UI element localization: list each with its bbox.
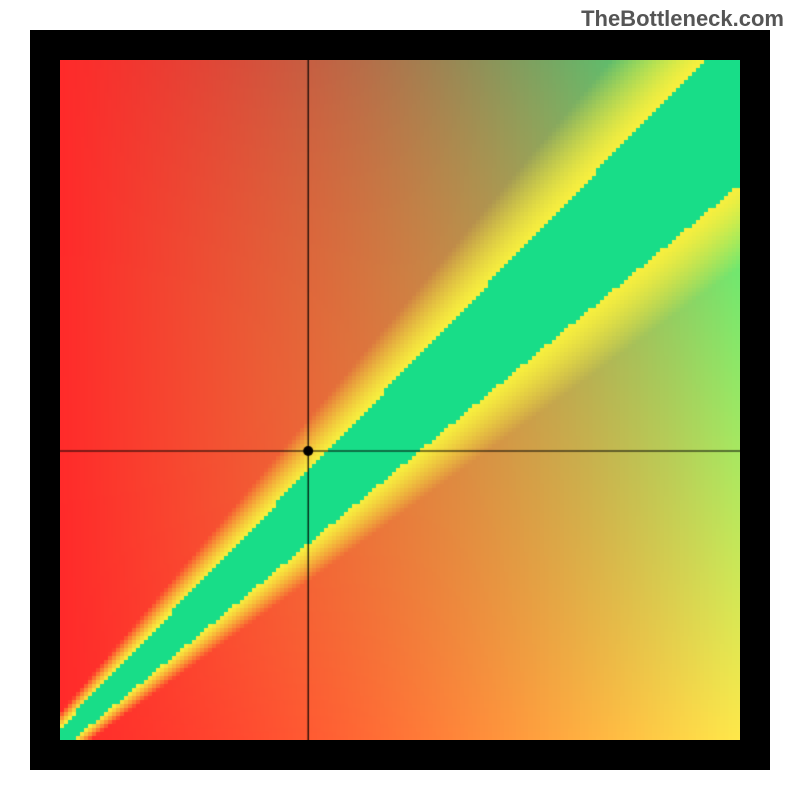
- watermark-text: TheBottleneck.com: [581, 6, 784, 32]
- root-container: TheBottleneck.com: [0, 0, 800, 800]
- plot-area: [60, 60, 740, 740]
- outer-frame: [30, 30, 770, 770]
- heatmap-canvas: [60, 60, 740, 740]
